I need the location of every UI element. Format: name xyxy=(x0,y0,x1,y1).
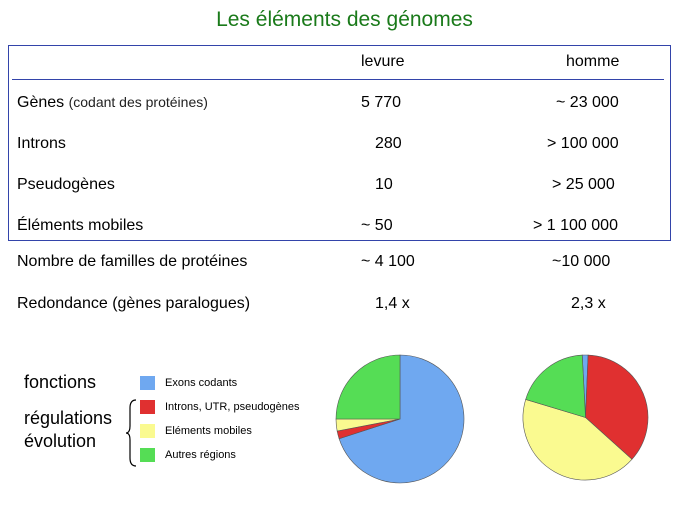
legend-swatch-mobiles xyxy=(140,424,155,438)
legend-swatch-introns xyxy=(140,400,155,414)
cell-levure-families: ~ 4 100 xyxy=(361,253,415,270)
cell-homme-families: ~10 000 xyxy=(552,253,611,270)
legend-label-mobiles: Eléments mobiles xyxy=(165,425,252,437)
cell-levure-mobiles: ~ 50 xyxy=(361,217,393,234)
legend-label-autres: Autres régions xyxy=(165,449,236,461)
pie-slice-introns xyxy=(585,354,649,460)
pie-chart-homme xyxy=(522,354,649,481)
cell-homme-genes: ~ 23 000 xyxy=(556,94,619,111)
row-label-mobiles: Éléments mobiles xyxy=(17,217,144,234)
side-label-evolution: évolution xyxy=(24,431,97,451)
page-title: Les éléments des génomes xyxy=(216,8,473,31)
legend-swatch-autres xyxy=(140,448,155,462)
side-label-fonctions: fonctions xyxy=(24,372,97,392)
row-label-genes: Gènes xyxy=(17,94,65,111)
pie-slice-exons xyxy=(338,354,465,484)
pie-chart-levure xyxy=(335,354,465,484)
column-header-homme: homme xyxy=(566,53,620,70)
cell-levure-redundancy: 1,4 x xyxy=(375,295,410,312)
table-row-label: Gènes (codant des protéines) xyxy=(17,94,208,112)
row-label-introns: Introns xyxy=(17,135,66,152)
legend-label-exons: Exons codants xyxy=(165,377,238,389)
header-divider xyxy=(12,79,664,80)
cell-homme-pseudogenes: > 25 000 xyxy=(552,176,615,193)
table-frame xyxy=(8,45,671,241)
legend-label-introns: Introns, UTR, pseudogènes xyxy=(165,401,300,413)
cell-homme-introns: > 100 000 xyxy=(547,135,619,152)
side-label-regulations: régulations xyxy=(24,408,113,428)
legend-swatch-exons xyxy=(140,376,155,390)
row-label-families: Nombre de familles de protéines xyxy=(17,253,248,270)
cell-homme-redundancy: 2,3 x xyxy=(571,295,606,312)
curly-brace-icon xyxy=(126,399,137,467)
cell-homme-mobiles: > 1 100 000 xyxy=(533,217,618,234)
cell-levure-introns: 280 xyxy=(375,135,402,152)
row-label-redundancy: Redondance (gènes paralogues) xyxy=(17,295,251,312)
cell-levure-pseudogenes: 10 xyxy=(375,176,393,193)
pie-slice-autres xyxy=(525,354,586,418)
column-header-levure: levure xyxy=(361,53,405,70)
pie-slice-autres xyxy=(335,354,401,420)
row-label-pseudogenes: Pseudogènes xyxy=(17,176,115,193)
pie-slice-mobiles xyxy=(522,399,633,481)
row-note-genes: (codant des protéines) xyxy=(68,94,208,110)
cell-levure-genes: 5 770 xyxy=(361,94,402,111)
